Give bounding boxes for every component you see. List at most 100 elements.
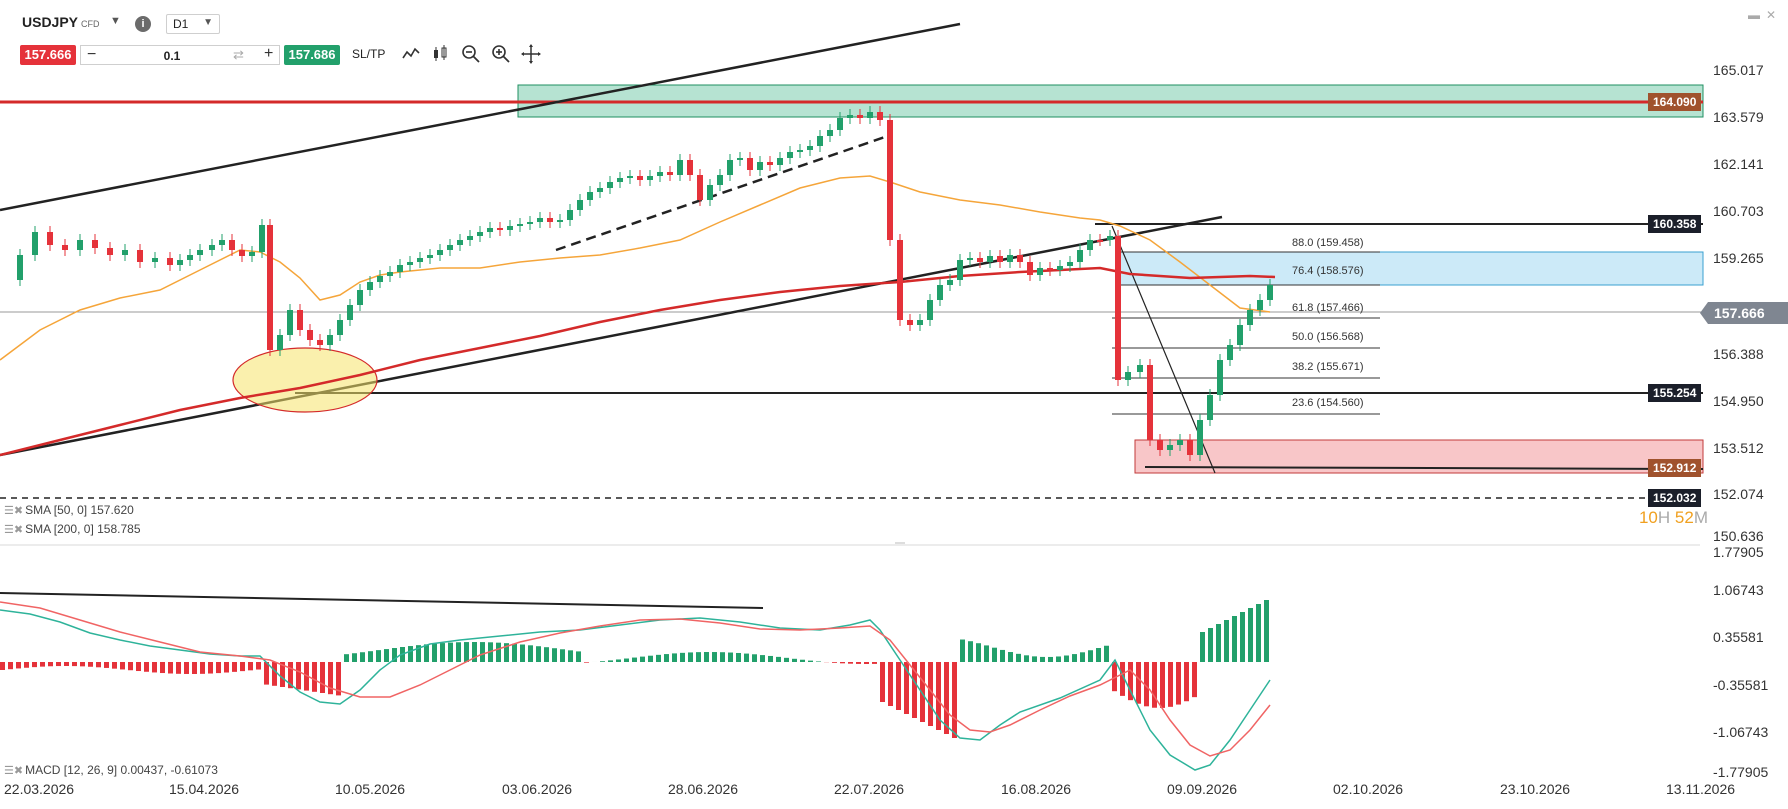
macd-bar <box>872 662 877 664</box>
macd-bar <box>1208 628 1213 662</box>
macd-bar <box>1216 624 1221 662</box>
settings-icon[interactable]: ☰✖ <box>4 765 24 777</box>
macd-bar <box>296 662 301 690</box>
macd-bar <box>56 662 61 667</box>
symbol-dropdown-icon[interactable]: ▼ <box>110 15 121 27</box>
date-tick: 22.03.2026 <box>4 781 75 797</box>
macd-bar <box>720 652 725 662</box>
settings-icon[interactable]: ☰✖ <box>4 524 24 536</box>
price-tick: 156.388 <box>1713 346 1764 362</box>
buy-button[interactable]: 157.686 <box>284 45 340 65</box>
macd-tick: 1.06743 <box>1713 582 1764 598</box>
macd-bar <box>840 662 845 664</box>
macd-bar <box>1088 650 1093 662</box>
candle-body <box>877 112 883 120</box>
candle-body <box>367 282 373 290</box>
sma200-line <box>0 266 1276 457</box>
macd-bar <box>688 652 693 662</box>
info-icon[interactable]: i <box>135 16 151 32</box>
candle-body <box>527 222 533 224</box>
macd-tick: 1.77905 <box>1713 544 1764 560</box>
macd-bar <box>1032 656 1037 662</box>
symbol-name[interactable]: USDJPY <box>22 14 79 30</box>
macd-bar <box>1144 662 1149 707</box>
date-tick: 23.10.2026 <box>1500 781 1571 797</box>
zoom-out-icon[interactable] <box>461 44 481 64</box>
swap-icon[interactable]: ⇄ <box>233 47 244 62</box>
macd-bar <box>440 643 445 662</box>
candle-body <box>337 320 343 335</box>
candle-body <box>1217 360 1223 395</box>
sma200-legend[interactable]: ☰✖ SMA [200, 0] 158.785 <box>4 522 141 536</box>
macd-bar <box>480 642 485 662</box>
macd-bar <box>392 648 397 662</box>
minimize-icon[interactable]: ▬ <box>1747 8 1760 22</box>
sell-button[interactable]: 157.666 <box>20 45 76 65</box>
macd-bar <box>800 659 805 662</box>
quantity-input[interactable]: 0.1 <box>163 49 181 63</box>
macd-bar <box>768 655 773 662</box>
macd-legend-text: MACD [12, 26, 9] 0.00437, -0.61073 <box>25 763 218 777</box>
sltp-button[interactable]: SL/TP <box>352 47 386 61</box>
sma50-legend[interactable]: ☰✖ SMA [50, 0] 157.620 <box>4 503 134 517</box>
macd-bar <box>864 662 869 664</box>
increase-quantity-button[interactable]: + <box>264 45 274 62</box>
fib-label: 23.6 (154.560) <box>1292 397 1364 409</box>
macd-bar <box>920 662 925 722</box>
candle-body <box>397 265 403 272</box>
timeframe-select[interactable]: D1 ▼ <box>166 14 220 34</box>
macd-bar <box>248 662 253 671</box>
candle-body <box>667 172 673 175</box>
macd-bar <box>208 662 213 674</box>
quantity-stepper[interactable]: − 0.1 ⇄ + <box>80 45 280 65</box>
candle-body <box>907 320 913 325</box>
candle-body <box>1097 240 1103 242</box>
macd-bar <box>424 644 429 662</box>
macd-bar <box>352 653 357 662</box>
macd-bar <box>168 662 173 674</box>
candle-body <box>837 118 843 130</box>
macd-bar <box>8 662 13 670</box>
macd-bar <box>648 655 653 662</box>
instrument-type: CFD <box>81 19 100 29</box>
macd-trendline <box>0 592 764 609</box>
macd-bar <box>416 645 421 662</box>
candle-body <box>557 220 563 222</box>
macd-bar <box>816 661 821 662</box>
settings-icon[interactable]: ☰✖ <box>4 505 24 517</box>
decrease-quantity-button[interactable]: − <box>87 46 97 63</box>
candle-body <box>687 160 693 175</box>
macd-bar <box>1152 662 1157 708</box>
macd-bar <box>696 652 701 662</box>
macd-legend[interactable]: ☰✖ MACD [12, 26, 9] 0.00437, -0.61073 <box>4 763 218 777</box>
candles-icon[interactable] <box>431 44 451 64</box>
upper-trendline <box>0 22 961 212</box>
macd-bar <box>528 645 533 662</box>
fib-label: 38.2 (155.671) <box>1292 361 1364 373</box>
macd-bar <box>152 662 157 673</box>
macd-bar <box>336 662 341 696</box>
close-icon[interactable]: ✕ <box>1765 8 1776 22</box>
zoom-in-icon[interactable] <box>491 44 511 64</box>
macd-bar <box>1016 653 1021 662</box>
candle-body <box>277 335 283 350</box>
macd-bar <box>368 651 373 662</box>
crosshair-icon[interactable] <box>521 44 541 64</box>
macd-tick: -1.77905 <box>1713 764 1769 780</box>
macd-bar <box>1256 604 1261 662</box>
candle-body <box>177 260 183 265</box>
candle-body <box>1087 240 1093 250</box>
candle-body <box>917 320 923 325</box>
candle-body <box>187 255 193 260</box>
candle-body <box>107 248 113 255</box>
date-tick: 13.11.2026 <box>1666 781 1736 797</box>
macd-bar <box>80 662 85 667</box>
candle-body <box>1017 255 1023 262</box>
macd-bar <box>568 650 573 662</box>
macd-bar <box>456 642 461 662</box>
candle-body <box>677 160 683 175</box>
line-chart-icon[interactable] <box>401 44 421 64</box>
candle-body <box>427 255 433 258</box>
candle-body <box>1267 285 1273 300</box>
